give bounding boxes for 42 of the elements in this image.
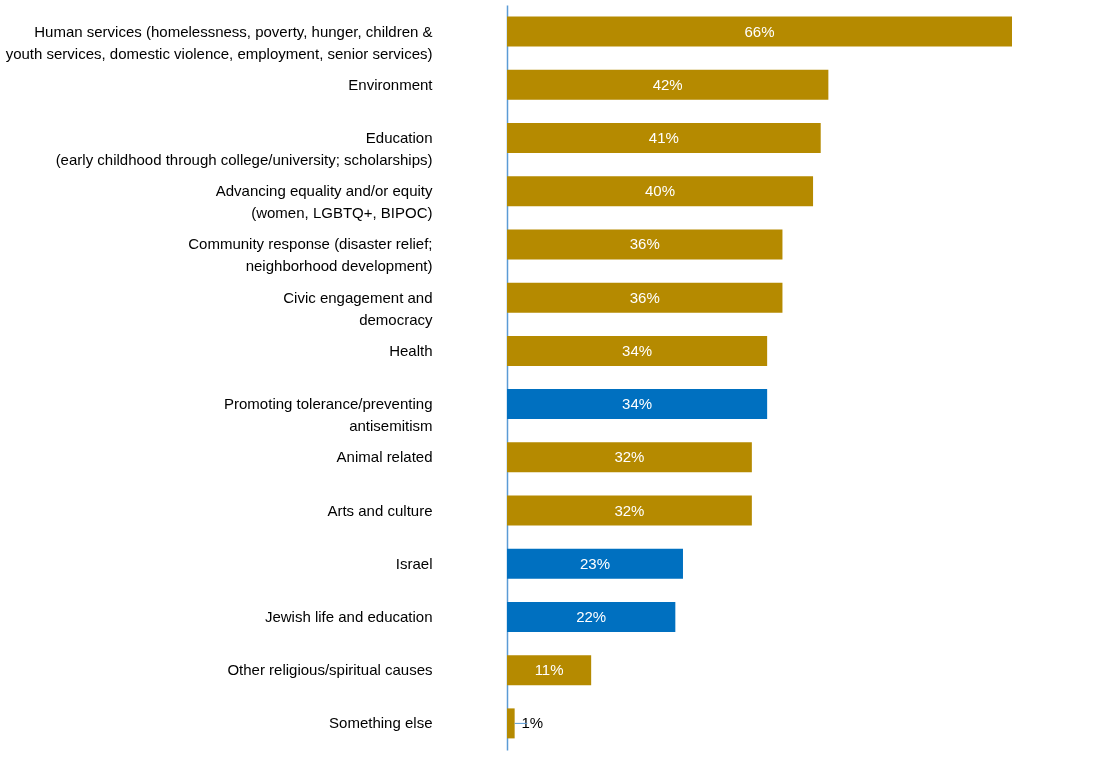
bar [507, 495, 752, 526]
bar [507, 176, 814, 207]
y-tick-label: Community response (disaster relief; neighborhood development) [188, 235, 433, 275]
data-label: 40% [645, 182, 676, 200]
data-label: 42% [652, 75, 683, 93]
y-tick-label: Environment [348, 75, 434, 93]
y-tick-label: Something else [329, 714, 433, 732]
y-tick-label: Arts and culture [327, 501, 433, 519]
data-label: 34% [622, 395, 653, 413]
bar [507, 16, 1012, 47]
bar [507, 548, 683, 579]
data-label: 41% [648, 129, 679, 147]
y-tick-label: Human services (homelessness, poverty, hunger, children & youth services, domestic violence, employment, senior services) [5, 22, 433, 62]
y-tick-label: Other religious/spiritual causes [227, 661, 433, 679]
data-label: 32% [614, 448, 645, 466]
bar [507, 282, 783, 313]
bar [507, 123, 821, 154]
data-label: 22% [576, 607, 607, 625]
data-label: 36% [629, 235, 660, 253]
y-tick-label: Israel [395, 554, 433, 572]
y-tick-label: Civic engagement and democracy [283, 288, 433, 328]
bar [507, 655, 592, 686]
y-tick-label: Promoting tolerance/preventing antisemitism [224, 395, 433, 435]
y-tick-label: Animal related [336, 448, 433, 466]
data-label: 36% [629, 288, 660, 306]
y-tick-label: Education (early childhood through college/university; scholarships) [55, 129, 433, 169]
bar [507, 229, 783, 260]
data-label: 32% [614, 501, 645, 519]
y-tick-label: Advancing equality and/or equity (women, LGBTQ+, BIPOC) [215, 182, 433, 222]
bar [507, 335, 768, 366]
data-label: 34% [622, 341, 653, 359]
y-tick-label: Health [389, 341, 433, 359]
data-label: 66% [744, 22, 775, 40]
data-label: 1% [521, 714, 544, 732]
bar [507, 389, 768, 420]
bar [507, 601, 676, 632]
bar [507, 69, 829, 100]
data-label: 23% [579, 554, 611, 572]
data-label: 11% [534, 661, 564, 679]
bar [507, 442, 752, 473]
bar [507, 708, 515, 739]
y-tick-label: Jewish life and education [264, 607, 433, 625]
